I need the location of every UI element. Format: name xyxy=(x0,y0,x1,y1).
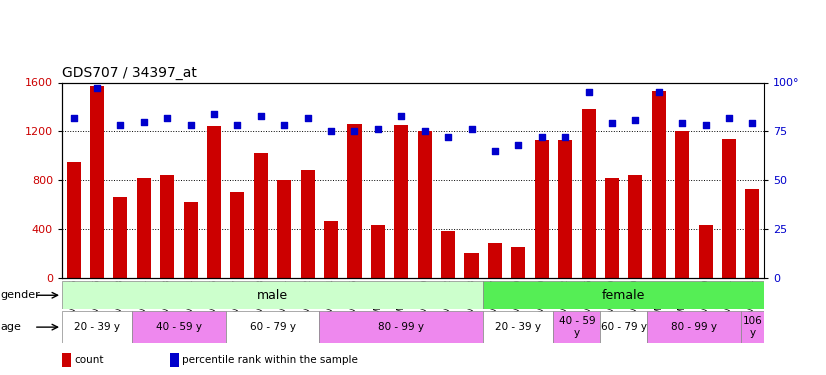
Text: 20 - 39 y: 20 - 39 y xyxy=(496,322,541,332)
Bar xyxy=(511,247,525,278)
Bar xyxy=(534,140,548,278)
Point xyxy=(114,122,127,128)
Bar xyxy=(278,180,292,278)
Point xyxy=(722,115,735,121)
Bar xyxy=(62,281,483,309)
Bar xyxy=(230,192,244,278)
Bar xyxy=(553,311,601,343)
Point xyxy=(278,122,291,128)
Bar xyxy=(647,311,741,343)
Bar xyxy=(62,311,132,343)
Point xyxy=(582,89,595,95)
Bar xyxy=(160,175,174,278)
Text: 80 - 99 y: 80 - 99 y xyxy=(378,322,425,332)
Point xyxy=(230,122,244,128)
Text: female: female xyxy=(602,289,645,302)
Point xyxy=(511,142,525,148)
Point xyxy=(746,120,759,126)
Bar xyxy=(675,131,689,278)
Bar xyxy=(324,221,338,278)
Bar xyxy=(483,311,553,343)
Bar xyxy=(348,124,362,278)
Point xyxy=(184,122,197,128)
Text: 60 - 79 y: 60 - 79 y xyxy=(601,322,647,332)
Point xyxy=(395,112,408,118)
Bar xyxy=(113,197,127,278)
Bar xyxy=(394,125,408,278)
Bar xyxy=(320,311,483,343)
Point xyxy=(605,120,619,126)
Bar xyxy=(67,162,81,278)
Bar xyxy=(652,91,666,278)
Bar xyxy=(441,231,455,278)
Point xyxy=(418,128,431,134)
Bar xyxy=(464,253,478,278)
Text: GDS707 / 34397_at: GDS707 / 34397_at xyxy=(62,66,197,80)
Point xyxy=(90,86,104,92)
Bar xyxy=(418,131,432,278)
Bar xyxy=(558,140,572,278)
Point xyxy=(160,115,173,121)
Point xyxy=(676,120,689,126)
Bar xyxy=(699,225,713,278)
Text: 60 - 79 y: 60 - 79 y xyxy=(249,322,296,332)
Point xyxy=(465,126,478,132)
Bar xyxy=(745,189,759,278)
Bar xyxy=(90,86,104,278)
Text: 80 - 99 y: 80 - 99 y xyxy=(671,322,717,332)
Point xyxy=(488,148,501,154)
Bar xyxy=(371,225,385,278)
Text: gender: gender xyxy=(1,290,40,300)
Point xyxy=(348,128,361,134)
Bar xyxy=(722,139,736,278)
Bar xyxy=(137,178,151,278)
Point xyxy=(301,115,314,121)
Bar xyxy=(483,281,764,309)
Bar xyxy=(301,170,315,278)
Bar xyxy=(601,311,647,343)
Bar xyxy=(254,153,268,278)
Point xyxy=(325,128,338,134)
Point xyxy=(372,126,385,132)
Text: count: count xyxy=(74,355,104,365)
Point xyxy=(652,89,665,95)
Text: 106
y: 106 y xyxy=(743,316,762,338)
Bar xyxy=(132,311,225,343)
Bar xyxy=(741,311,764,343)
Bar xyxy=(605,178,619,278)
Bar xyxy=(488,243,502,278)
Point xyxy=(137,118,150,124)
Point xyxy=(67,115,80,121)
Point xyxy=(699,122,712,128)
Bar xyxy=(582,110,596,278)
Text: age: age xyxy=(1,322,21,332)
Text: 40 - 59 y: 40 - 59 y xyxy=(156,322,202,332)
Text: percentile rank within the sample: percentile rank within the sample xyxy=(183,355,358,365)
Point xyxy=(254,112,268,118)
Point xyxy=(207,111,221,117)
Bar xyxy=(225,311,320,343)
Point xyxy=(629,117,642,123)
Bar xyxy=(183,202,197,278)
Bar xyxy=(207,126,221,278)
Point xyxy=(535,134,548,140)
Text: male: male xyxy=(257,289,288,302)
Bar xyxy=(62,353,71,367)
Text: 20 - 39 y: 20 - 39 y xyxy=(74,322,120,332)
Point xyxy=(558,134,572,140)
Text: 40 - 59
y: 40 - 59 y xyxy=(558,316,596,338)
Bar xyxy=(170,353,179,367)
Bar xyxy=(629,175,643,278)
Point xyxy=(441,134,454,140)
